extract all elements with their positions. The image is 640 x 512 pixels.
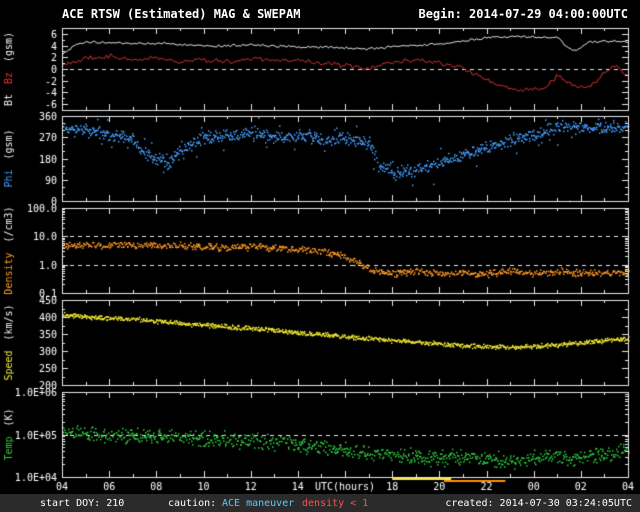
caution-density-label: density < 1 [302, 498, 369, 509]
plot-title: ACE RTSW (Estimated) MAG & SWEPAM [62, 7, 301, 21]
footer-bar: start DOY: 210 caution: ACE maneuver den… [0, 494, 640, 512]
start-doy-label: start DOY: 210 [40, 498, 125, 509]
created-timestamp: created: 2014-07-30 03:24:05UTC [445, 498, 632, 509]
caution-label: caution: [168, 498, 217, 509]
header: ACE RTSW (Estimated) MAG & SWEPAM Begin:… [0, 7, 640, 23]
caution-maneuver-label: ACE maneuver [222, 498, 295, 509]
begin-timestamp: Begin: 2014-07-29 04:00:00UTC [418, 7, 628, 21]
